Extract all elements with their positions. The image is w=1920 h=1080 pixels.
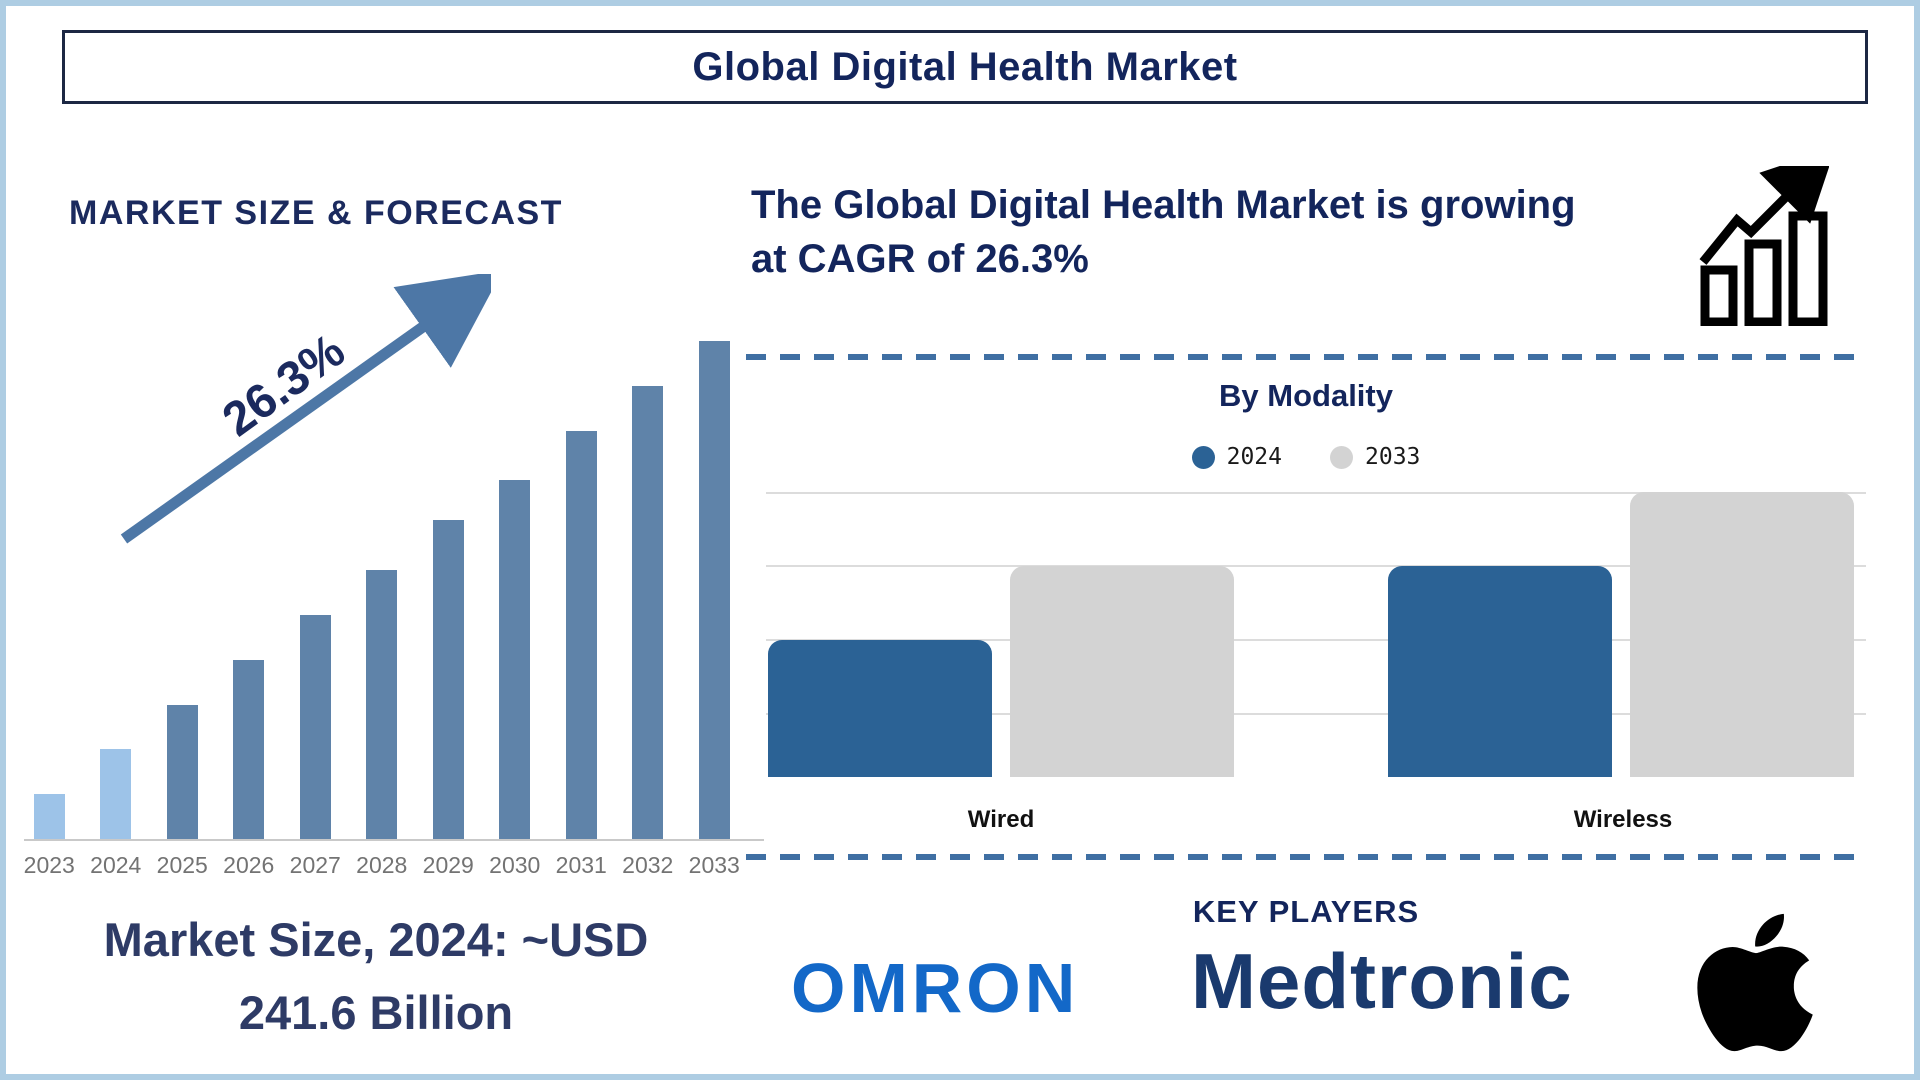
year-label-2028: 2028 — [356, 852, 408, 878]
legend-dot-2033 — [1330, 445, 1353, 469]
forecast-bar-2025 — [149, 705, 216, 839]
wireless-bar-2024 — [1388, 566, 1612, 777]
modality-legend: 2024 2033 — [766, 444, 1846, 470]
legend-item-2024: 2024 — [1191, 444, 1282, 470]
cagr-statement: The Global Digital Health Market is grow… — [751, 178, 1716, 286]
year-label-2030: 2030 — [489, 852, 541, 878]
forecast-bar-2024 — [83, 749, 150, 839]
wired-bar-2024 — [768, 640, 992, 777]
wired-bar-2033 — [1010, 566, 1234, 777]
legend-item-2033: 2033 — [1330, 444, 1420, 470]
legend-label-2033: 2033 — [1365, 444, 1421, 470]
legend-label-2024: 2024 — [1226, 444, 1282, 470]
forecast-bar-2023 — [16, 794, 83, 839]
market-size-line2: 241.6 Billion — [238, 985, 514, 1039]
page-title: Global Digital Health Market — [692, 44, 1238, 89]
forecast-bar-2033 — [681, 341, 748, 839]
forecast-bar-chart — [16, 286, 756, 839]
year-label-2031: 2031 — [555, 852, 607, 878]
year-label-2029: 2029 — [422, 852, 474, 878]
forecast-bar-2026 — [216, 660, 283, 839]
year-label-2032: 2032 — [622, 852, 674, 878]
year-label-2023: 2023 — [23, 852, 75, 878]
forecast-section-heading: MARKET SIZE & FORECAST — [69, 194, 563, 232]
forecast-bar-2031 — [548, 431, 615, 839]
year-label-2025: 2025 — [156, 852, 208, 878]
gridline — [766, 639, 1866, 641]
forecast-bar-2027 — [282, 615, 349, 839]
gridline — [766, 492, 1866, 494]
forecast-bar-2032 — [615, 386, 682, 839]
gridline — [766, 713, 1866, 715]
year-label-2024: 2024 — [90, 852, 142, 878]
gridline — [766, 565, 1866, 567]
year-label-2027: 2027 — [289, 852, 341, 878]
year-label-2033: 2033 — [688, 852, 740, 878]
forecast-bar-2030 — [482, 480, 549, 839]
wireless-bar-2033 — [1630, 492, 1854, 777]
year-label-2026: 2026 — [223, 852, 275, 878]
legend-dot-2024 — [1191, 445, 1215, 469]
cagr-statement-line1: The Global Digital Health Market is grow… — [751, 183, 1576, 227]
category-label-wired: Wired — [967, 806, 1035, 833]
category-label-wireless: Wireless — [1573, 806, 1673, 833]
forecast-bar-2029 — [415, 520, 482, 839]
modality-chart-title: By Modality — [1219, 378, 1393, 413]
bar-group-wired — [768, 566, 1234, 777]
forecast-x-axis — [24, 839, 764, 841]
key-players-heading: KEY PLAYERS — [1192, 894, 1420, 929]
cagr-statement-line2: at CAGR of 26.3% — [751, 237, 1089, 281]
market-size-callout: Market Size, 2024: ~USD 241.6 Billion — [36, 904, 716, 1050]
forecast-year-labels: 2023 2024 2025 2026 2027 2028 2029 2030 2031 2032… — [16, 852, 756, 879]
bar-chart-rising-arrow-icon — [1699, 166, 1829, 326]
market-size-line1: Market Size, 2024: ~USD — [103, 913, 649, 966]
omron-logo: OMRON — [791, 949, 1080, 1027]
modality-bar-chart — [766, 492, 1866, 777]
title-box: Global Digital Health Market — [62, 30, 1868, 104]
apple-logo-icon — [1697, 913, 1813, 1052]
dashed-separator-top — [746, 354, 1868, 360]
bar-group-wireless — [1388, 492, 1854, 777]
dashed-separator-bottom — [746, 854, 1868, 860]
trend-arrow — [120, 274, 491, 544]
medtronic-logo: Medtronic — [1191, 937, 1573, 1025]
forecast-bar-2028 — [349, 570, 416, 839]
